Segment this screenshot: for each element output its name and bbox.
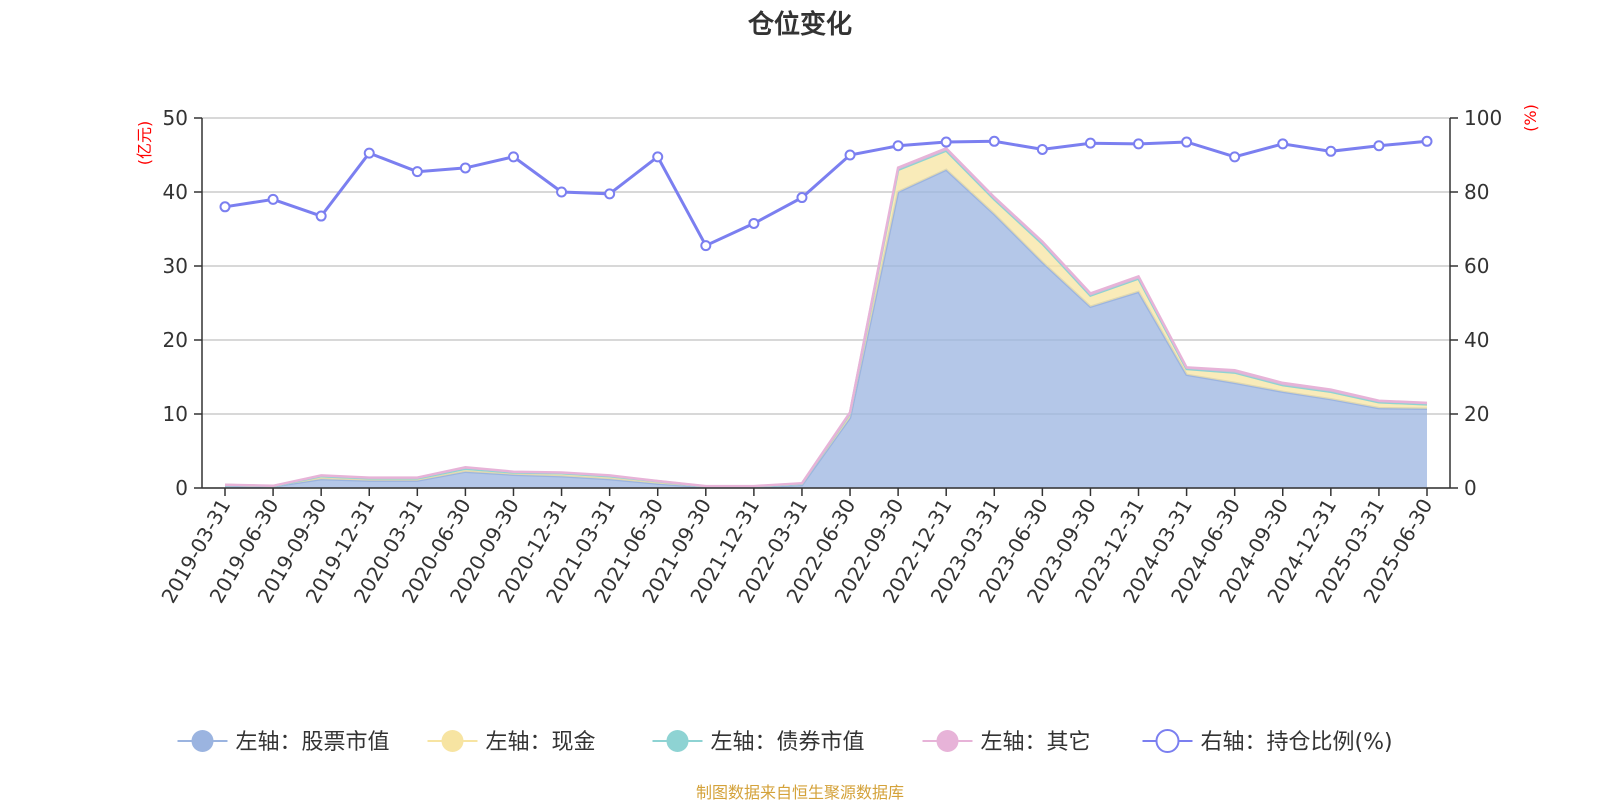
ratio-point <box>459 162 471 174</box>
ratio-point <box>652 151 664 163</box>
ratio-point <box>892 140 904 152</box>
right-tick-label: 40 <box>1464 328 1489 352</box>
left-tick-label: 30 <box>163 254 188 278</box>
chart-title: 仓位变化 <box>747 9 852 40</box>
legend-label: 左轴：股票市值 <box>236 730 390 755</box>
legend-marker <box>1155 729 1180 753</box>
ratio-point <box>1036 143 1048 155</box>
left-tick-label: 10 <box>163 402 188 426</box>
source-note: 制图数据来自恒生聚源数据库 <box>696 783 904 800</box>
legend-marker <box>191 730 214 752</box>
legend-label: 左轴：其它 <box>981 730 1091 755</box>
line-series <box>219 135 1433 252</box>
ratio-point <box>1277 138 1289 150</box>
legend-label: 左轴：债券市值 <box>711 730 865 755</box>
ratio-point <box>988 135 1000 147</box>
legend: 左轴：股票市值 左轴：现金 左轴：债券市值 左轴：其它 右轴：持仓比例(%) <box>177 729 1393 755</box>
axes: 010203040500204060801002019-03-312019-06… <box>156 106 1502 607</box>
legend-item: 左轴：现金 <box>427 730 596 755</box>
legend-item: 右轴：持仓比例(%) <box>1142 729 1393 755</box>
ratio-line <box>224 139 1428 248</box>
area-edge-左轴：其它 <box>224 146 1428 488</box>
right-axis-unit: (%) <box>1521 104 1540 132</box>
ratio-point <box>411 166 423 178</box>
right-tick-label: 20 <box>1464 402 1489 426</box>
ratio-point <box>556 186 568 198</box>
area-series <box>224 146 1428 489</box>
ratio-point <box>700 240 712 252</box>
legend-marker <box>666 730 689 752</box>
legend-label: 右轴：持仓比例(%) <box>1201 730 1393 755</box>
left-tick-label: 40 <box>163 180 188 204</box>
ratio-point <box>1325 145 1337 157</box>
legend-marker <box>936 730 959 752</box>
ratio-point <box>363 147 375 159</box>
ratio-point <box>1229 151 1241 163</box>
left-axis-unit: (亿元) <box>135 121 154 166</box>
ratio-point <box>1421 135 1433 147</box>
ratio-point <box>796 192 808 204</box>
legend-item: 左轴：股票市值 <box>177 730 390 755</box>
right-tick-label: 100 <box>1464 106 1502 130</box>
left-tick-label: 50 <box>163 106 188 130</box>
ratio-point <box>940 136 952 148</box>
legend-label: 左轴：现金 <box>486 730 596 755</box>
ratio-point <box>1133 138 1145 150</box>
legend-item: 左轴：其它 <box>922 730 1091 755</box>
right-tick-label: 60 <box>1464 254 1489 278</box>
ratio-point <box>604 188 616 200</box>
ratio-point <box>507 151 519 163</box>
ratio-point <box>748 217 760 229</box>
ratio-point <box>1181 136 1193 148</box>
ratio-point <box>267 193 279 205</box>
ratio-point <box>844 149 856 161</box>
legend-marker <box>441 730 464 752</box>
right-tick-label: 0 <box>1464 476 1477 500</box>
ratio-point <box>219 201 231 213</box>
left-tick-label: 20 <box>163 328 188 352</box>
right-tick-label: 80 <box>1464 180 1489 204</box>
ratio-point <box>1084 137 1096 149</box>
left-tick-label: 0 <box>175 476 188 500</box>
ratio-point <box>1373 140 1385 152</box>
ratio-point <box>315 210 327 222</box>
legend-item: 左轴：债券市值 <box>652 730 865 755</box>
area-左轴：股票市值 <box>225 169 1427 489</box>
